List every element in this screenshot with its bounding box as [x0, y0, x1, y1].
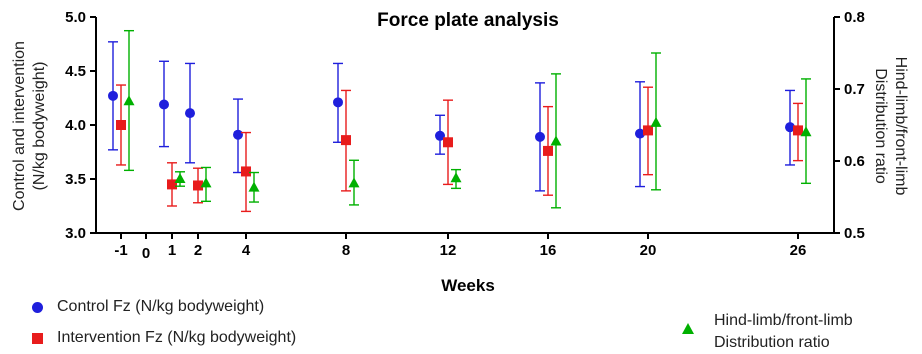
series-triangle — [123, 29, 812, 209]
y-tick-label: 3.0 — [65, 225, 86, 242]
legend-square-icon — [32, 332, 43, 344]
data-point — [650, 116, 662, 127]
data-point — [123, 95, 135, 106]
data-point — [543, 145, 553, 156]
data-point — [643, 125, 653, 136]
chart-title: Force plate analysis — [377, 10, 559, 31]
data-point — [443, 137, 453, 148]
y-tick-label: 5.0 — [65, 9, 86, 26]
legend-ratio-label-line-2: Distribution ratio — [714, 334, 830, 351]
data-point — [174, 173, 186, 183]
data-point — [793, 125, 803, 136]
y2-axis-label-line-2: Distribution ratio — [872, 68, 889, 184]
data-point — [200, 177, 212, 188]
axes: 3.03.54.04.55.00.50.60.70.8-1 0 1 2 4 8 12 16 20… — [65, 9, 865, 262]
x-tick-label: 8 — [342, 242, 350, 259]
series-circle — [108, 41, 795, 192]
y2-tick-label: 0.8 — [844, 9, 865, 26]
data-point — [241, 166, 251, 177]
x-tick-label: 0 — [142, 245, 150, 262]
data-point — [159, 99, 169, 110]
y2-tick-label: 0.6 — [844, 153, 865, 170]
x-tick-label: 12 — [440, 242, 457, 259]
data-point — [185, 108, 195, 119]
data-point — [800, 126, 812, 137]
y2-axis-label-line-1: Hind-limb/front-limb — [892, 57, 909, 196]
y-axis-label-line-1: Control and intervention — [11, 41, 28, 211]
y2-tick-label: 0.5 — [844, 225, 865, 242]
x-tick-label: 16 — [540, 242, 557, 259]
legend-triangle-icon — [682, 323, 694, 334]
series-layer — [108, 29, 812, 213]
x-tick-label: 20 — [640, 242, 657, 259]
data-point — [550, 135, 562, 146]
y2-tick-label: 0.7 — [844, 81, 865, 98]
data-point — [535, 131, 545, 142]
legend-circle-icon — [32, 301, 43, 313]
legend-ratio-label-line-1: Hind-limb/front-limb — [714, 312, 853, 329]
data-point — [785, 122, 795, 133]
x-tick-label: 26 — [790, 242, 807, 259]
x-tick-label: -1 — [114, 242, 127, 259]
y-tick-label: 4.5 — [65, 63, 86, 80]
y-axis-label-line-2: (N/kg bodyweight) — [31, 62, 48, 191]
data-point — [248, 181, 260, 192]
data-point — [450, 172, 462, 183]
data-point — [635, 128, 645, 139]
x-tick-label: 2 — [194, 242, 202, 259]
legend-control-label: Control Fz (N/kg bodyweight) — [57, 298, 265, 315]
legend-control: Control Fz (N/kg bodyweight) — [32, 298, 264, 316]
series-square — [116, 84, 803, 213]
y-tick-label: 3.5 — [65, 171, 86, 188]
x-tick-label: 4 — [242, 242, 251, 259]
data-point — [193, 180, 203, 191]
y-tick-label: 4.0 — [65, 117, 86, 134]
legend-intervention: Intervention Fz (N/kg bodyweight) — [32, 329, 296, 347]
data-point — [116, 120, 126, 130]
data-point — [341, 135, 351, 146]
legend-ratio: Hind-limb/front-limb Distribution ratio — [682, 310, 853, 354]
legend-intervention-label: Intervention Fz (N/kg bodyweight) — [57, 329, 297, 346]
data-point — [435, 130, 445, 141]
x-tick-label: 1 — [168, 242, 176, 259]
data-point — [233, 129, 243, 140]
data-point — [108, 90, 118, 101]
data-point — [333, 97, 343, 108]
data-point — [348, 177, 360, 188]
x-axis-label: Weeks — [441, 276, 495, 295]
data-point — [167, 179, 177, 190]
